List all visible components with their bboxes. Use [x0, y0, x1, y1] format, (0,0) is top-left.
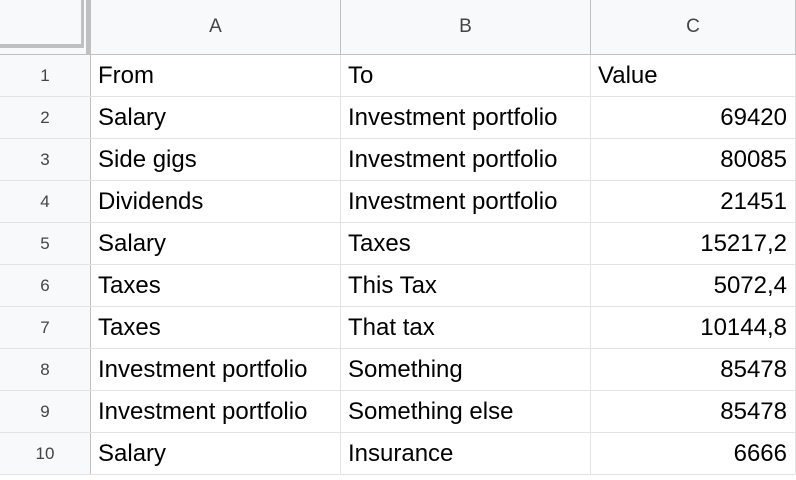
cell-A9[interactable]: Investment portfolio: [91, 391, 341, 432]
row-header[interactable]: 2: [0, 97, 91, 138]
column-header-a[interactable]: A: [91, 0, 341, 54]
row-header[interactable]: 10: [0, 433, 91, 474]
cell-C10[interactable]: 6666: [591, 433, 796, 474]
cell-B10[interactable]: Insurance: [341, 433, 591, 474]
cell-A7[interactable]: Taxes: [91, 307, 341, 348]
cell-A6[interactable]: Taxes: [91, 265, 341, 306]
cell-B8[interactable]: Something: [341, 349, 591, 390]
row-header[interactable]: 5: [0, 223, 91, 264]
table-row: 8 Investment portfolio Something 85478: [0, 349, 796, 391]
row-header[interactable]: 3: [0, 139, 91, 180]
cell-A3[interactable]: Side gigs: [91, 139, 341, 180]
cell-B1[interactable]: To: [341, 55, 591, 96]
row-header[interactable]: 9: [0, 391, 91, 432]
row-header[interactable]: 7: [0, 307, 91, 348]
cell-A10[interactable]: Salary: [91, 433, 341, 474]
cell-C3[interactable]: 80085: [591, 139, 796, 180]
column-header-row: A B C: [0, 0, 796, 55]
cell-A2[interactable]: Salary: [91, 97, 341, 138]
column-header-b[interactable]: B: [341, 0, 591, 54]
select-all-corner[interactable]: [0, 0, 91, 55]
cell-B2[interactable]: Investment portfolio: [341, 97, 591, 138]
cell-B3[interactable]: Investment portfolio: [341, 139, 591, 180]
cell-C8[interactable]: 85478: [591, 349, 796, 390]
table-row: 9 Investment portfolio Something else 85478: [0, 391, 796, 433]
cell-C9[interactable]: 85478: [591, 391, 796, 432]
cell-A1[interactable]: From: [91, 55, 341, 96]
cell-B5[interactable]: Taxes: [341, 223, 591, 264]
table-row: 3 Side gigs Investment portfolio 80085: [0, 139, 796, 181]
row-header[interactable]: 1: [0, 55, 91, 96]
cell-A8[interactable]: Investment portfolio: [91, 349, 341, 390]
cell-C5[interactable]: 15217,2: [591, 223, 796, 264]
table-row: 6 Taxes This Tax 5072,4: [0, 265, 796, 307]
cell-C6[interactable]: 5072,4: [591, 265, 796, 306]
cell-C4[interactable]: 21451: [591, 181, 796, 222]
cell-A5[interactable]: Salary: [91, 223, 341, 264]
cell-C2[interactable]: 69420: [591, 97, 796, 138]
cell-B7[interactable]: That tax: [341, 307, 591, 348]
cell-B4[interactable]: Investment portfolio: [341, 181, 591, 222]
cell-B9[interactable]: Something else: [341, 391, 591, 432]
table-row: 2 Salary Investment portfolio 69420: [0, 97, 796, 139]
table-row: 1 From To Value: [0, 55, 796, 97]
table-row: 10 Salary Insurance 6666: [0, 433, 796, 475]
table-row: 7 Taxes That tax 10144,8: [0, 307, 796, 349]
table-row: 4 Dividends Investment portfolio 21451: [0, 181, 796, 223]
cell-C1[interactable]: Value: [591, 55, 796, 96]
column-header-c[interactable]: C: [591, 0, 796, 54]
row-header[interactable]: 4: [0, 181, 91, 222]
table-row: 5 Salary Taxes 15217,2: [0, 223, 796, 265]
cell-B6[interactable]: This Tax: [341, 265, 591, 306]
cell-C7[interactable]: 10144,8: [591, 307, 796, 348]
row-header[interactable]: 6: [0, 265, 91, 306]
cell-A4[interactable]: Dividends: [91, 181, 341, 222]
row-header[interactable]: 8: [0, 349, 91, 390]
